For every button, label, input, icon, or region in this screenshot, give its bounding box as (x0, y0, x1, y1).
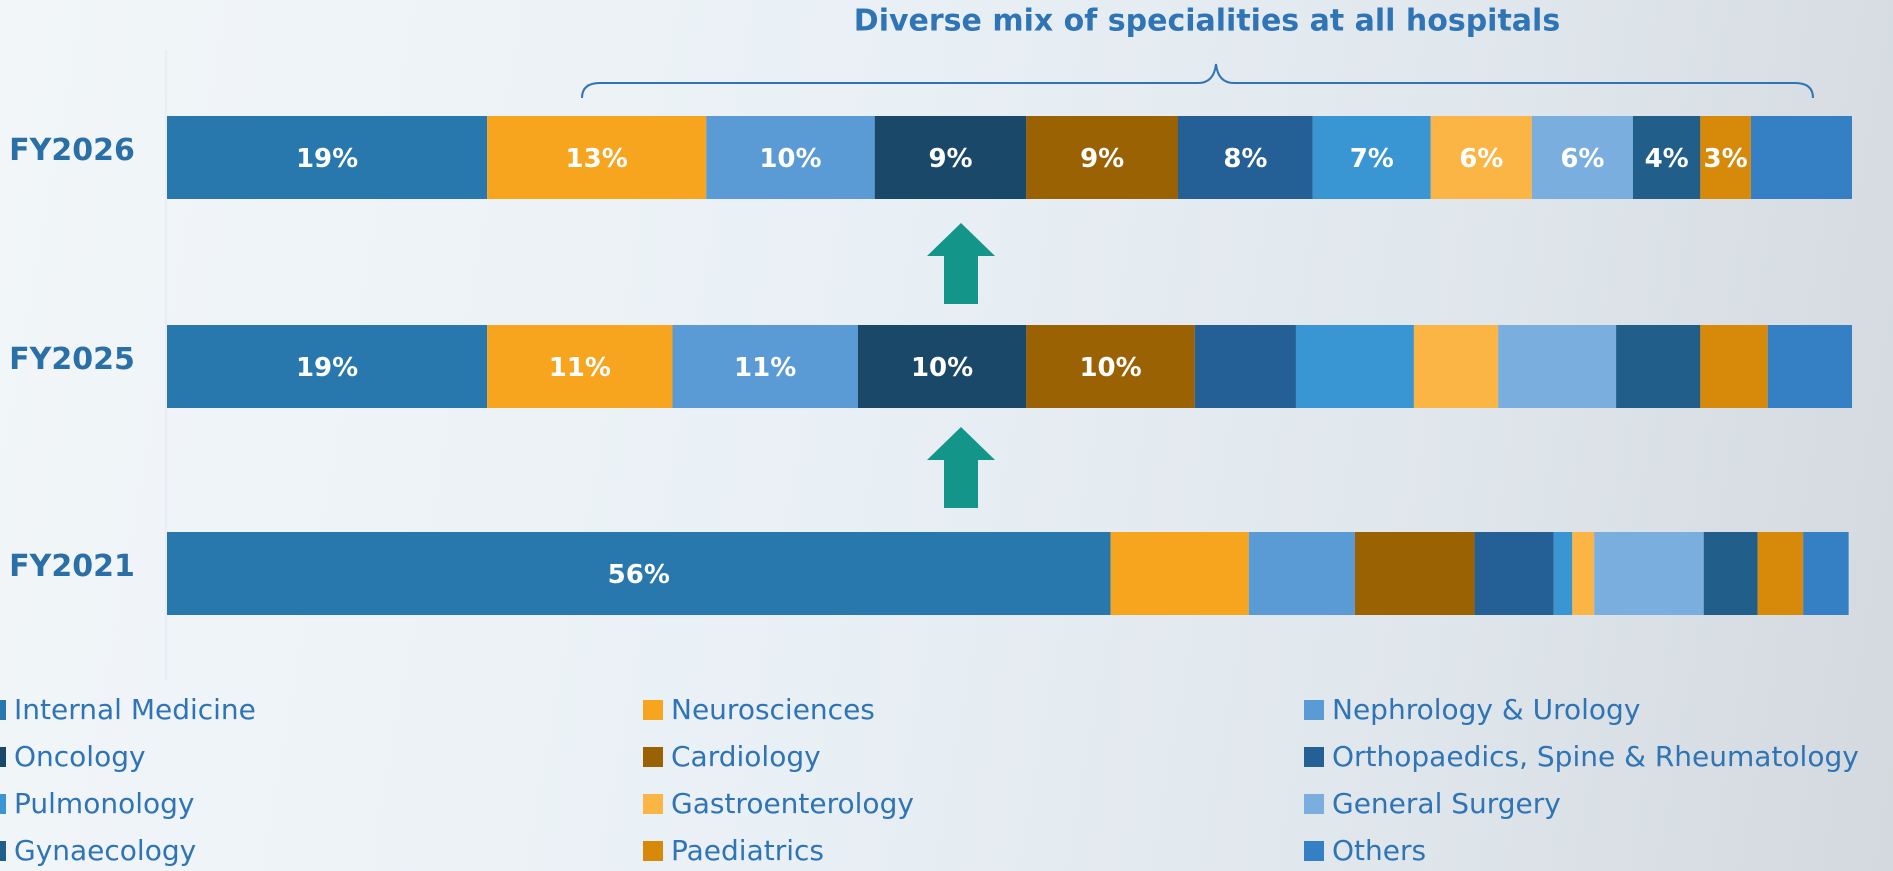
legend-swatch (643, 794, 663, 814)
bar-segment (1110, 532, 1249, 615)
bar-segment (1632, 116, 1701, 199)
data-label: 10% (911, 353, 973, 383)
arrow (927, 223, 995, 304)
category-label: FY2021 (9, 549, 135, 584)
data-label: 6% (1560, 144, 1604, 174)
bar-segment (1178, 116, 1313, 199)
legend-label: Paediatrics (671, 834, 824, 867)
legend-label: General Surgery (1332, 787, 1561, 820)
bar-segment (672, 325, 858, 408)
bar-segment (1413, 325, 1499, 408)
bar-segment (1767, 325, 1852, 408)
bar-segment (1572, 532, 1595, 615)
data-label: 11% (734, 353, 796, 383)
bar-segment (1026, 325, 1195, 408)
legend-label: Internal Medicine (14, 693, 256, 726)
legend-swatch (0, 794, 6, 814)
data-label: 3% (1704, 144, 1748, 174)
bar-segment (1354, 532, 1475, 615)
data-label: 9% (928, 144, 972, 174)
data-label: 9% (1080, 144, 1124, 174)
legend-swatch (1304, 794, 1324, 814)
bar-segment (1295, 325, 1414, 408)
bar-segment (874, 116, 1027, 199)
legend-swatch (643, 747, 663, 767)
bar-segment (857, 325, 1027, 408)
brace (581, 63, 1814, 99)
legend-label: Nephrology & Urology (1332, 693, 1640, 726)
legend-label: Gastroenterology (671, 787, 914, 820)
bar-segment (1430, 116, 1532, 199)
bar-segment (1498, 325, 1617, 408)
bar-segment (1553, 532, 1573, 615)
legend-label: Orthopaedics, Spine & Rheumatology (1332, 740, 1859, 773)
data-label: 13% (566, 144, 628, 174)
legend-label: Oncology (14, 740, 146, 773)
data-label: 10% (1079, 353, 1141, 383)
bar-segment (706, 116, 875, 199)
arrow (927, 427, 995, 508)
bar-segment (1616, 325, 1701, 408)
bar-segment (1026, 116, 1178, 199)
chart-title: Diverse mix of specialities at all hospi… (854, 4, 1560, 39)
data-label: 19% (296, 353, 358, 383)
legend-swatch (1304, 700, 1324, 720)
bar-segment (1700, 325, 1768, 408)
bar-segment (1312, 116, 1431, 199)
data-label: 6% (1459, 144, 1503, 174)
legend-label: Others (1332, 834, 1426, 867)
data-label: 4% (1645, 144, 1689, 174)
bar-segment (1703, 532, 1758, 615)
legend-swatch (1304, 747, 1324, 767)
legend-label: Gynaecology (14, 834, 196, 867)
bar-segment (1750, 116, 1852, 199)
legend-swatch (0, 841, 6, 861)
data-label: 10% (759, 144, 821, 174)
legend-swatch (643, 841, 663, 861)
data-label: 8% (1223, 144, 1267, 174)
bar-segment (167, 532, 1111, 615)
legend-swatch (643, 700, 663, 720)
bar-segment (1194, 325, 1296, 408)
data-label: 56% (608, 560, 670, 590)
category-label: FY2026 (9, 133, 135, 168)
bar-segment (1248, 532, 1355, 615)
data-label: 11% (549, 353, 611, 383)
data-label: 7% (1350, 144, 1394, 174)
category-label: FY2025 (9, 342, 135, 377)
legend-label: Pulmonology (14, 787, 194, 820)
legend-swatch (0, 700, 6, 720)
legend-swatch (0, 747, 6, 767)
bar-segment (1594, 532, 1704, 615)
bar-segment (1474, 532, 1554, 615)
data-label: 19% (296, 144, 358, 174)
bar-segment (1531, 116, 1633, 199)
bar-segment (1700, 116, 1751, 199)
bar-segment (167, 325, 488, 408)
bar-segment (1803, 532, 1849, 615)
legend-label: Cardiology (671, 740, 821, 773)
legend-swatch (1304, 841, 1324, 861)
bar-segment (1757, 532, 1804, 615)
bar-segment (487, 325, 673, 408)
bar-segment (487, 116, 707, 199)
bar-segment (167, 116, 488, 199)
legend-label: Neurosciences (671, 693, 875, 726)
